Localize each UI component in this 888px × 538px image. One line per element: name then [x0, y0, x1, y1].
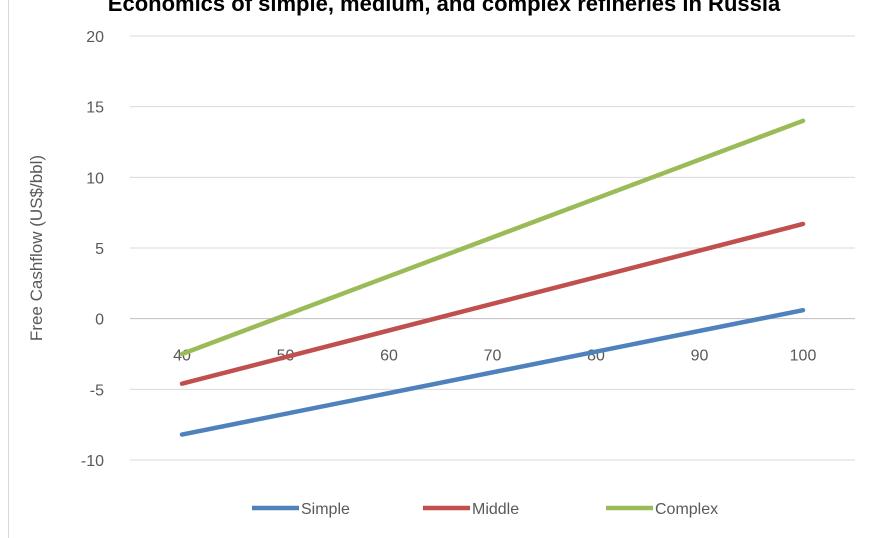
y-tick-label: 10 — [86, 170, 104, 187]
chart-frame — [8, 0, 888, 538]
y-tick-label: -5 — [90, 382, 104, 399]
y-tick-label: 0 — [95, 312, 104, 329]
series-lines — [179, 118, 806, 437]
chart-title: Economics of simple, medium, and complex… — [107, 0, 781, 16]
legend-label-middle: Middle — [472, 501, 519, 518]
gridlines — [130, 35, 855, 461]
x-tick-label: 70 — [484, 348, 502, 365]
legend-label-simple: Simple — [301, 501, 350, 518]
y-tick-label: -10 — [81, 453, 104, 470]
y-axis-ticks: -10 -5 0 5 10 15 20 — [81, 29, 104, 470]
x-tick-label: 60 — [380, 348, 398, 365]
x-tick-label: 90 — [691, 348, 709, 365]
y-tick-label: 20 — [86, 29, 104, 46]
series-line-middle — [179, 221, 806, 386]
y-axis-label: Free Cashflow (US$/bbl) — [27, 155, 46, 341]
x-tick-label: 100 — [790, 348, 817, 365]
series-line-complex — [179, 118, 806, 357]
y-tick-label: 15 — [86, 100, 104, 117]
y-tick-label: 5 — [95, 241, 104, 258]
legend-label-complex: Complex — [655, 501, 718, 518]
legend: Simple Middle Complex — [252, 501, 718, 518]
series-line-simple — [179, 307, 806, 437]
